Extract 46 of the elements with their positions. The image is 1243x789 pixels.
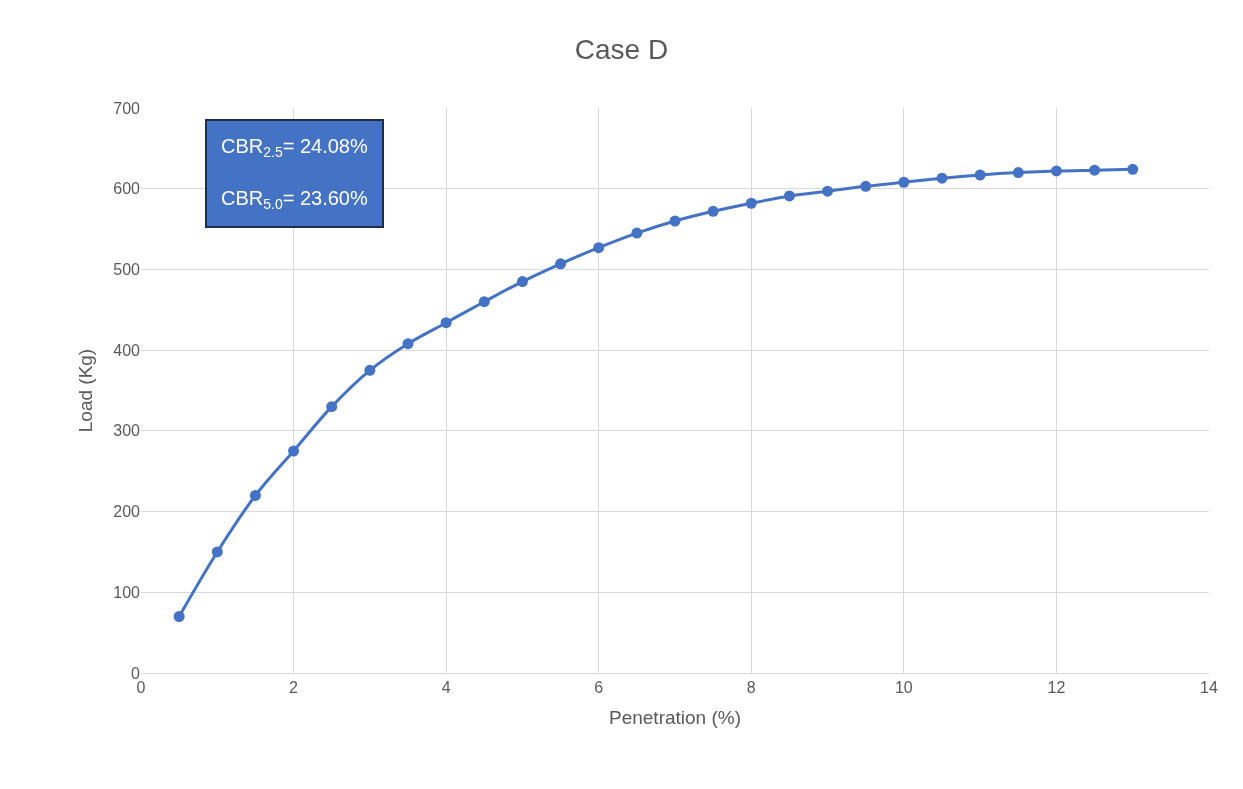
point <box>1050 165 1062 177</box>
y-tick-label: 300 <box>113 422 141 440</box>
point <box>326 401 338 413</box>
y-tick-label: 700 <box>113 99 141 117</box>
point <box>1012 167 1024 179</box>
point <box>402 338 414 350</box>
point <box>707 205 719 217</box>
point <box>783 190 795 202</box>
annotation: CBR$_{5.0}$= 23.60% <box>221 187 368 213</box>
x-tick-label: 8 <box>746 679 756 697</box>
point <box>1127 163 1139 175</box>
x-tick-label: 6 <box>594 679 604 697</box>
point <box>478 296 490 308</box>
chart-title: Case D <box>574 34 669 66</box>
y-tick-label: 200 <box>113 503 141 521</box>
point <box>211 546 223 558</box>
point <box>1089 164 1101 176</box>
y-tick-label: 0 <box>131 664 141 682</box>
y-tick-label: 100 <box>113 583 141 601</box>
point <box>364 364 376 376</box>
y-tick-label: 500 <box>113 261 141 279</box>
point <box>822 185 834 197</box>
point <box>860 180 872 192</box>
y-tick-label: 400 <box>113 341 141 359</box>
x-tick-label: 12 <box>1047 679 1066 697</box>
x-tick-label: 10 <box>894 679 913 697</box>
x-axis-title: Penetration (%) <box>608 707 742 728</box>
point <box>516 276 528 288</box>
x-tick-label: 14 <box>1200 679 1218 697</box>
point <box>631 227 643 239</box>
point <box>440 317 452 329</box>
point <box>173 611 185 622</box>
point <box>898 176 910 188</box>
point <box>745 197 757 209</box>
point <box>249 489 261 501</box>
point <box>974 169 986 181</box>
point <box>593 242 605 254</box>
y-axis-title: Load (Kg) <box>75 348 97 433</box>
point <box>288 445 300 457</box>
point <box>555 258 567 270</box>
annotation: CBR$_{2.5}$= 24.08% <box>221 135 368 161</box>
point <box>936 172 948 184</box>
x-tick-label: 4 <box>441 679 451 697</box>
x-tick-label: 2 <box>289 679 299 697</box>
point <box>669 215 681 227</box>
y-tick-label: 600 <box>113 180 141 198</box>
